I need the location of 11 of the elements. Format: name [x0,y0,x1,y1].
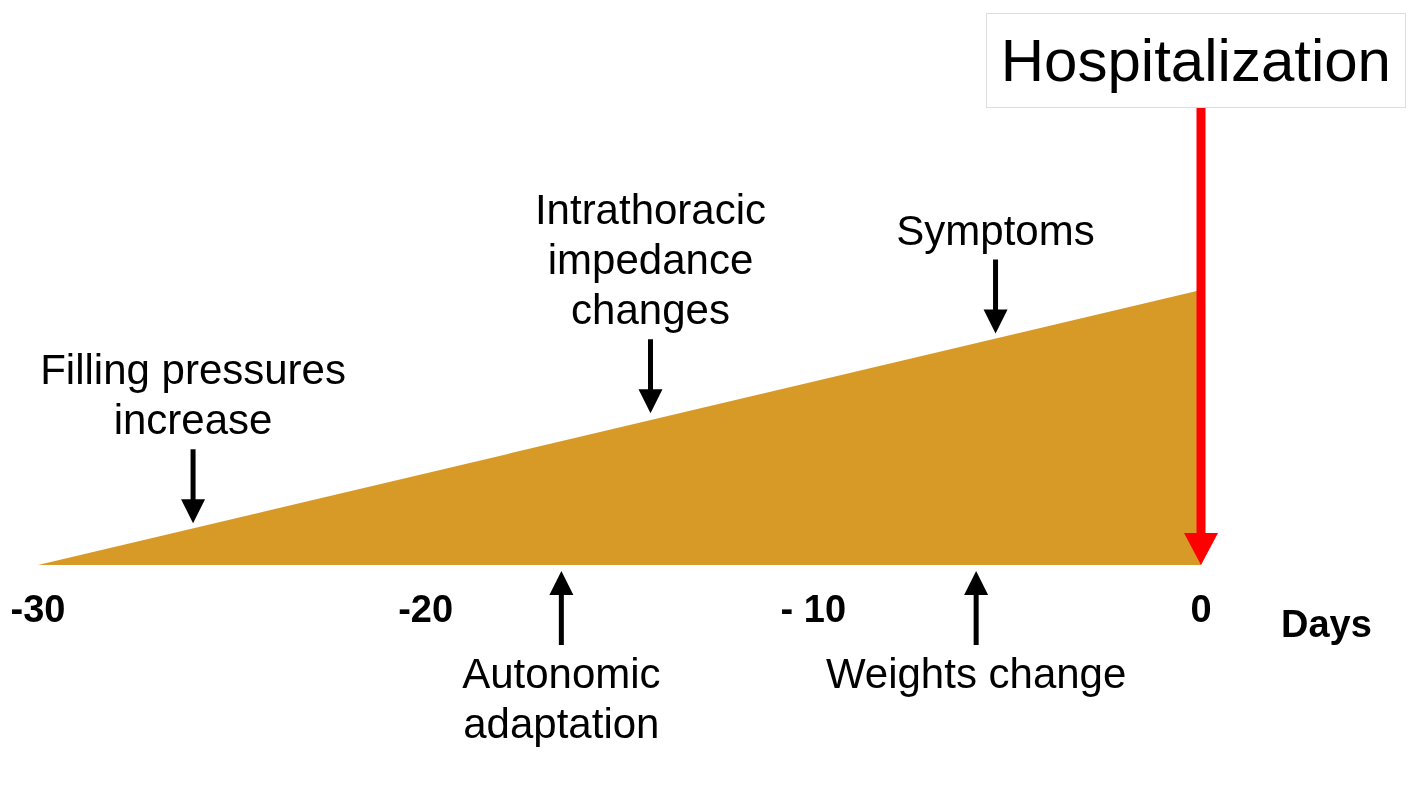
annotation: Weights change [824,649,1128,699]
annotation: Autonomic adaptation [461,649,662,749]
annotation: Intrathoracic impedance changes [533,185,768,336]
x-axis-title: Days [1281,603,1372,646]
ref-line-label: Hospitalization [985,13,1406,108]
x-tick-label: 0 [1190,587,1212,630]
x-tick-label: -30 [10,587,66,630]
x-tick-label: - 10 [780,587,847,630]
annotation: Filling pressures increase [39,345,347,446]
annotation: Symptoms [895,205,1096,256]
x-tick-label: -20 [398,587,454,630]
